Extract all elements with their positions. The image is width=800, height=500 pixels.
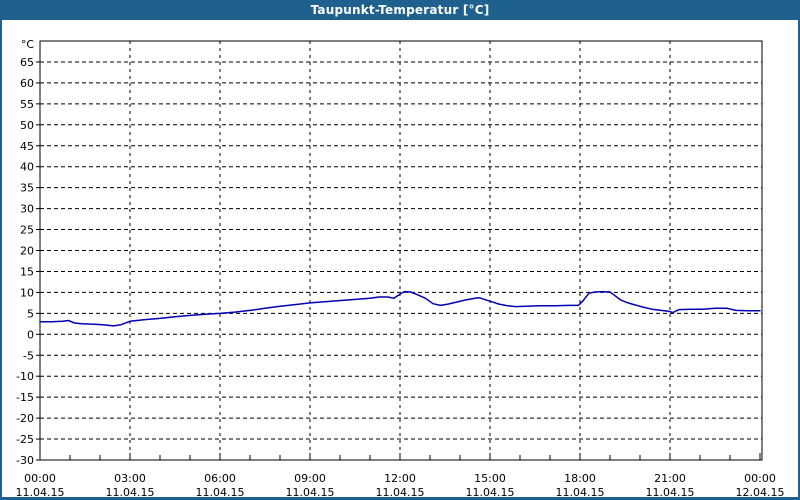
x-time-label: 18:00 [564,472,596,485]
y-tick-label: -15 [16,391,34,404]
y-tick-label: 20 [20,245,34,258]
axis-layer: 65605550454035302520151050-5-10-15-20-25… [16,38,785,499]
y-tick-label: 5 [27,307,34,320]
dewpoint-series-line [39,290,761,327]
x-time-label: 06:00 [204,472,236,485]
x-time-label: 09:00 [294,472,326,485]
dewpoint-chart: 65605550454035302520151050-5-10-15-20-25… [16,38,785,499]
x-time-label: 21:00 [654,472,686,485]
y-tick-label: 45 [20,140,34,153]
y-tick-label: 65 [20,56,34,69]
y-tick-label: -20 [16,412,34,425]
x-date-label: 12.04.15 [736,486,785,499]
x-time-label: 12:00 [384,472,416,485]
y-tick-label: -30 [16,454,34,467]
y-tick-label: 60 [20,77,34,90]
window-border-right [798,20,800,500]
x-date-label: 11.04.15 [286,486,335,499]
y-tick-label: 50 [20,119,34,132]
y-tick-label: 15 [20,265,34,278]
y-tick-label: 0 [27,328,34,341]
y-tick-label: 30 [20,203,34,216]
window-border-bottom [0,497,800,500]
y-tick-label: -5 [23,349,34,362]
grid-layer [40,41,762,460]
x-date-label: 11.04.15 [466,486,515,499]
x-time-label: 00:00 [24,472,56,485]
x-time-label: 03:00 [114,472,146,485]
x-date-label: 11.04.15 [556,486,605,499]
x-date-label: 11.04.15 [376,486,425,499]
x-date-label: 11.04.15 [646,486,695,499]
y-tick-label: -10 [16,370,34,383]
y-tick-label: 10 [20,286,34,299]
chart-container: 65 60 55 50 45 40 35 30 25 20 15 10 5 0 -5 -10 -15 -20 -25… [0,20,800,500]
y-tick-label: 55 [20,98,34,111]
y-axis-unit-label: °C [21,38,35,51]
window-border-left [0,20,2,500]
y-tick-label: 35 [20,182,34,195]
y-tick-label: 40 [20,161,34,174]
window-title: Taupunkt-Temperatur [°C] [310,3,490,17]
x-time-label: 15:00 [474,472,506,485]
x-date-label: 11.04.15 [16,486,65,499]
x-date-label: 11.04.15 [196,486,245,499]
x-date-label: 11.04.15 [106,486,155,499]
window-titlebar[interactable]: Taupunkt-Temperatur [°C] [0,0,800,20]
y-tick-label: -25 [16,433,34,446]
x-time-label: 00:00 [744,472,776,485]
y-tick-label: 25 [20,224,34,237]
